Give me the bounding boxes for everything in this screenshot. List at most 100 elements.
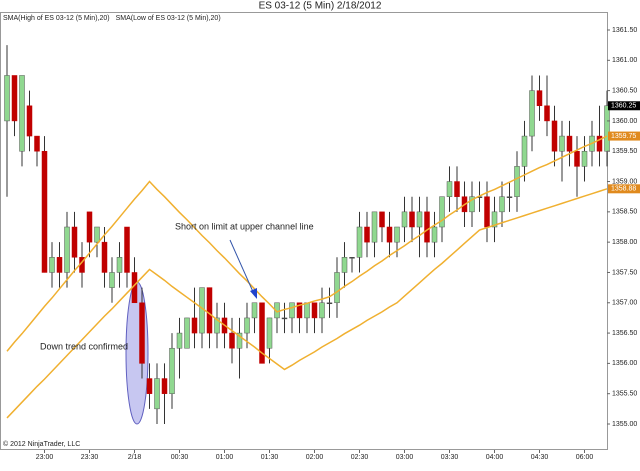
candle-body [454,181,460,197]
candle-body [529,90,535,137]
candle-body [56,257,63,273]
candle-body [26,105,33,137]
y-tick-label: 1357.50 [612,269,637,276]
price-marker [608,131,640,141]
candle-body [101,241,108,273]
candle-body [596,135,603,152]
candle-body [394,226,400,243]
y-tick-label: 1360.50 [612,87,637,94]
candle-body [304,302,310,319]
legend-entry: SMA(High of ES 03-12 (5 Min),20) [3,15,110,22]
candle-body [19,75,25,152]
arrow-line [229,239,255,295]
candle-body [581,150,588,167]
candle-body [544,105,550,122]
candle-body [604,105,610,152]
x-tick-label: 23:00 [36,454,54,461]
candle-body [416,211,423,228]
candle-body [169,347,175,394]
candle-body [491,211,498,228]
candle-body [116,257,123,273]
x-tick-label: 23:30 [81,454,99,461]
candle-body [349,257,355,259]
price-marker-label: 1360.25 [611,103,636,110]
candle-body [229,332,235,349]
candle-body [244,317,250,334]
candle-body [341,257,348,273]
candle-body [446,181,453,197]
candle-body [139,302,145,364]
candle-body [154,378,160,410]
y-tick-label: 1361.00 [612,57,637,64]
x-tick-label: 06:00 [576,454,594,461]
candle-body [431,226,438,243]
x-tick-label: 02:00 [306,454,324,461]
candle-body [214,317,220,334]
price-marker [608,184,640,194]
candle-body [311,302,318,319]
candle-body [236,332,243,349]
candle-body [109,272,115,288]
candle-body [124,226,130,273]
candle-body [566,135,573,152]
y-tick-label: 1355.50 [612,391,637,398]
candle-body [71,226,78,258]
y-tick-label: 1357.00 [612,300,637,307]
y-tick-label: 1356.00 [612,360,637,367]
candle-body [206,287,213,334]
sma-line [6,188,608,419]
price-marker-label: 1358.88 [611,186,636,193]
candle-body [11,75,18,122]
candle-body [334,272,340,304]
candle-body [386,226,393,243]
candle-body [281,317,288,320]
candle-body [326,302,333,305]
x-tick-label: 2/18 [128,454,142,461]
candle-body [379,211,385,228]
candle-body [191,317,198,334]
candle-body [559,135,565,152]
candle-body [484,196,490,228]
candle-body [266,317,273,349]
arrow-head [250,288,257,299]
candle-body [536,90,543,107]
candle-body [424,211,430,243]
candle-body [521,135,528,167]
candle-body [64,226,70,273]
y-tick-label: 1360.00 [612,118,637,125]
x-tick-label: 01:30 [261,454,279,461]
candle-body [574,150,580,167]
candle-body [296,302,303,319]
candle-body [401,211,408,228]
price-marker-label: 1359.75 [611,133,636,140]
y-tick-label: 1358.50 [612,209,637,216]
candle-body [86,211,93,243]
x-tick-label: 04:30 [531,454,549,461]
candle-body [469,196,475,213]
x-tick-label: 04:00 [486,454,504,461]
candle-body [356,226,363,258]
candle-body [514,166,520,197]
candle-body [251,302,258,319]
candle-body [506,196,513,198]
candle-body [34,135,40,152]
candle-body [49,257,55,273]
candle-body [364,226,370,243]
legend-entry: SMA(Low of ES 03-12 (5 Min),20) [116,15,221,22]
candle-body [184,317,190,349]
y-tick-label: 1361.50 [612,27,637,34]
annotation: Down trend confirmed [40,341,128,351]
y-tick-label: 1359.00 [612,178,637,185]
candle-body [371,211,378,243]
candle-body [439,196,445,228]
candle-body [41,150,48,273]
x-tick-label: 03:00 [396,454,414,461]
candle-body [4,75,10,122]
marks [4,45,610,424]
candle-body [146,378,153,394]
y-tick-label: 1358.00 [612,239,637,246]
y-tick-label: 1355.00 [612,421,637,428]
candle-body [499,196,505,213]
